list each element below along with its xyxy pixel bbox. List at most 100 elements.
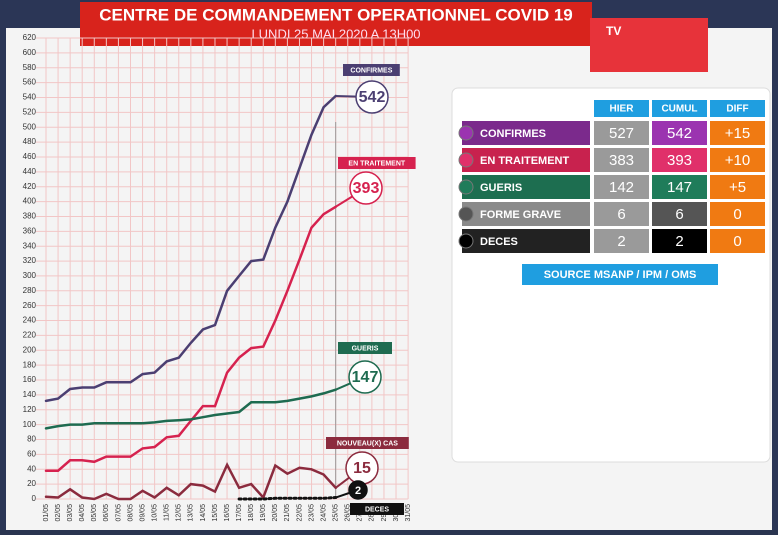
x-tick-label: 02/05 [55, 504, 62, 522]
y-tick-label: 420 [23, 182, 37, 191]
x-tick-label: 07/05 [115, 504, 122, 522]
y-tick-label: 360 [23, 226, 37, 235]
table-value: 527 [609, 125, 634, 142]
value-label: 542 [359, 89, 386, 106]
y-tick-label: 380 [23, 212, 37, 221]
x-tick-label: 24/05 [320, 504, 327, 522]
y-tick-label: 160 [23, 375, 37, 384]
x-tick-label: 14/05 [200, 504, 207, 522]
table-value: 542 [667, 125, 692, 142]
y-tick-label: 400 [23, 197, 37, 206]
y-tick-label: 540 [23, 93, 37, 102]
y-tick-label: 440 [23, 167, 37, 176]
x-tick-label: 10/05 [151, 504, 158, 522]
logo-text: TV [606, 24, 621, 38]
x-tick-label: 11/05 [164, 504, 171, 521]
table-value: 142 [609, 179, 634, 196]
value-label: 2 [355, 485, 361, 497]
table-value: 2 [675, 233, 683, 250]
y-tick-label: 560 [23, 78, 37, 87]
table-value: 383 [609, 152, 634, 169]
x-tick-label: 31/05 [405, 504, 412, 522]
y-tick-label: 200 [23, 345, 37, 354]
x-tick-label: 25/05 [333, 504, 340, 522]
y-tick-label: 460 [23, 152, 37, 161]
table-header-cell [594, 100, 649, 117]
row-dot [458, 125, 474, 141]
x-tick-label: 12/05 [176, 504, 183, 522]
table-value: 393 [667, 152, 692, 169]
y-tick-label: 600 [23, 48, 37, 57]
series-line [44, 205, 337, 472]
row-dot [458, 152, 474, 168]
y-tick-label: 520 [23, 107, 37, 116]
series-name: DECES [365, 506, 389, 513]
series-tag [326, 437, 409, 449]
value-label: 393 [353, 180, 380, 197]
table-value: 0 [733, 233, 741, 250]
x-tick-label: 13/05 [188, 504, 195, 522]
y-tick-label: 80 [27, 435, 36, 444]
x-tick-label: 20/05 [272, 504, 279, 522]
y-tick-label: 180 [23, 360, 37, 369]
table-cell [710, 121, 765, 145]
y-tick-label: 140 [23, 390, 37, 399]
table-cell [652, 121, 707, 145]
x-tick-label: 22/05 [296, 504, 303, 522]
table-cell [652, 202, 707, 226]
y-tick-label: 220 [23, 331, 37, 340]
y-tick-label: 40 [27, 464, 36, 473]
value-label: 147 [352, 369, 379, 386]
x-tick-label: 08/05 [127, 504, 134, 522]
series-line [237, 496, 338, 501]
row-dot [458, 206, 474, 222]
y-tick-label: 260 [23, 301, 37, 310]
row-dot [458, 233, 474, 249]
series-name: NOUVEAU(X) CAS [337, 440, 398, 447]
y-tick-label: 20 [27, 479, 36, 488]
x-tick-label: 16/05 [224, 504, 231, 522]
x-tick-label: 09/05 [139, 504, 146, 522]
series-name: GUERIS [352, 345, 379, 352]
x-tick-label: 06/05 [103, 504, 110, 522]
x-tick-label: 21/05 [284, 504, 291, 522]
table-value: 6 [675, 206, 683, 223]
source: SOURCE MSANP / IPM / OMS [544, 269, 697, 281]
y-tick-label: 340 [23, 241, 37, 250]
series-line [44, 388, 337, 430]
table-value: 2 [617, 233, 625, 250]
table-cell [710, 175, 765, 199]
source-box [522, 264, 718, 285]
y-tick-label: 60 [27, 449, 36, 458]
row-label-cell [462, 175, 590, 199]
x-tick-label: 05/05 [91, 504, 98, 522]
y-tick-label: 240 [23, 316, 37, 325]
table-cell [652, 229, 707, 253]
y-tick-label: 620 [23, 33, 37, 42]
x-tick-label: 18/05 [248, 504, 255, 522]
table-value: 147 [667, 179, 692, 196]
table-value: +5 [729, 179, 746, 196]
series-name: EN TRAITEMENT [348, 160, 406, 167]
row-label: CONFIRMES [480, 128, 546, 140]
table-header-cell [710, 100, 765, 117]
x-tick-label: 26/05 [345, 504, 352, 522]
value-bubble [348, 480, 368, 500]
series-tag [343, 64, 400, 76]
table-header: HIER [610, 104, 635, 115]
row-label-cell [462, 121, 590, 145]
x-tick-label: 04/05 [79, 504, 86, 522]
x-tick-label: 19/05 [260, 504, 267, 522]
table-cell [594, 229, 649, 253]
series-line [44, 461, 337, 501]
y-tick-label: 300 [23, 271, 37, 280]
logo [590, 18, 708, 72]
x-tick-label: 17/05 [236, 504, 243, 522]
row-label-cell [462, 202, 590, 226]
table-cell [652, 148, 707, 172]
series-tag [338, 157, 416, 169]
y-tick-label: 0 [32, 494, 37, 503]
title: CENTRE DE COMMANDEMENT OPERATIONNEL COVI… [99, 5, 573, 24]
table-header: DIFF [726, 104, 748, 115]
